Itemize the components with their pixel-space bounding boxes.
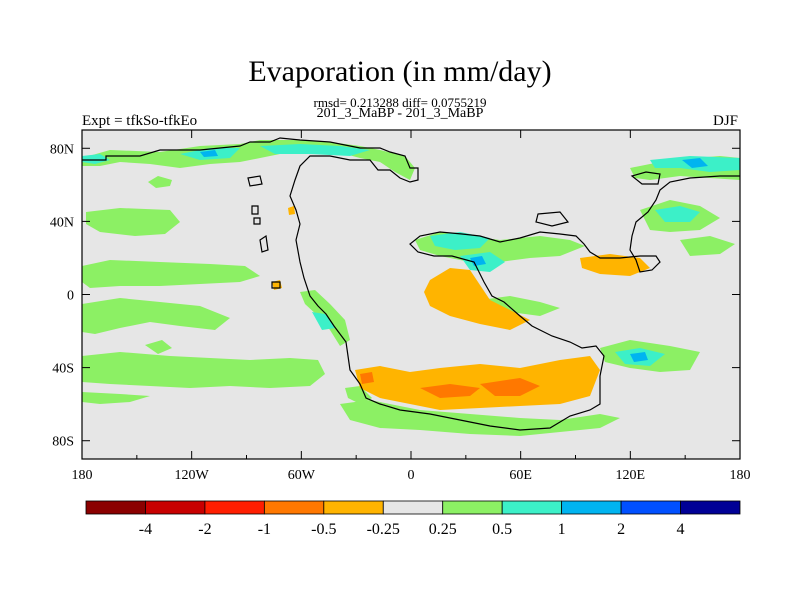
island-2: [253, 217, 261, 225]
x-tick-label: 180: [730, 468, 751, 483]
colorbar-swatch: [145, 500, 206, 515]
negative-mid-fields: [360, 372, 540, 398]
colorbar-label: -1: [258, 521, 271, 538]
north-atlantic-patch: [148, 176, 172, 188]
south-america-coast-2: [345, 386, 372, 404]
south-orange-2: [480, 378, 540, 396]
colorbar-label: 0.5: [492, 521, 512, 538]
tropical-band-west: [82, 260, 260, 288]
south-atlantic-orange: [355, 356, 600, 410]
chart-subtitle: rmsd= 0.213288 diff= 0.0755219: [313, 95, 487, 110]
atlantic-blue: [470, 256, 486, 266]
x-tick-label: 120E: [616, 468, 646, 483]
atlantic-cyan: [430, 232, 490, 250]
island-1: [251, 205, 259, 215]
x-tick-label: 60W: [288, 468, 316, 483]
experiment-label: Expt = tfkSo-tfkEo: [82, 113, 198, 129]
coast-cyan: [312, 312, 335, 330]
southern-band-west: [82, 352, 325, 388]
plot-area: [81, 129, 741, 460]
colorbar-swatch: [680, 500, 741, 515]
southern-ocean-band: [340, 400, 620, 436]
colorbar-swatch: [442, 500, 503, 515]
colorbar-label: -4: [139, 521, 152, 538]
colorbar-swatch: [501, 500, 563, 515]
y-axis: 80N 40N 0 40S 80S: [50, 142, 740, 450]
arctic-coast: [82, 137, 740, 431]
north-asia-coast: [630, 171, 661, 185]
asia-pacific-band-2: [680, 236, 735, 256]
colorbar-swatch: [561, 500, 622, 515]
y-tick-label: 0: [67, 289, 74, 304]
chart-comparison: 201_3_MaBP - 201_3_MaBP: [316, 106, 484, 121]
asia-cyan: [655, 206, 700, 222]
australia-blue: [630, 352, 648, 362]
anomaly-fields: [82, 140, 740, 436]
south-orange-1: [420, 384, 480, 398]
colorbar-label: 1: [558, 521, 566, 538]
atlantic-orange: [424, 268, 530, 330]
x-tick-label: 60E: [509, 468, 532, 483]
colorbar-swatch: [323, 500, 384, 515]
x-axis: 180 120W 60W 0 60E 120E 180: [72, 130, 751, 483]
colorbar-label: 4: [677, 521, 685, 538]
negative-low-fields: [272, 206, 650, 410]
chart-title: Evaporation (in mm/day): [248, 55, 552, 88]
x-tick-label: 0: [408, 468, 415, 483]
south-orange-3: [360, 372, 374, 384]
pacific-orange: [580, 254, 650, 276]
colorbar: -4 -2 -1 -0.5 -0.25 0.25 0.5 1 2 4: [85, 500, 741, 538]
coast-detail: [259, 234, 269, 253]
colorbar-label: 0.25: [429, 521, 457, 538]
colorbar-swatch: [85, 500, 146, 515]
island-3: [271, 281, 281, 289]
positive-mid-fields: [82, 144, 740, 366]
season-label: DJF: [712, 113, 738, 129]
colorbar-swatch: [382, 500, 444, 515]
tropical-band-west-2: [82, 298, 230, 334]
arctic-blue: [200, 150, 218, 157]
arctic-cyan-1: [82, 154, 110, 164]
small-south-patch: [145, 340, 172, 354]
y-tick-label: 40S: [52, 362, 74, 377]
colorbar-swatch: [620, 500, 681, 515]
y-tick-label: 80N: [50, 142, 74, 157]
colorbar-label: -0.5: [311, 521, 336, 538]
positive-high-fields: [200, 150, 708, 362]
north-pacific-band: [86, 208, 180, 236]
south-pacific-strip: [82, 392, 150, 404]
x-tick-label: 120W: [175, 468, 210, 483]
small-orange-2: [288, 206, 295, 215]
arctic-cyan-3: [260, 144, 370, 156]
greenland-coast: [247, 175, 263, 187]
y-tick-label: 80S: [52, 435, 74, 450]
x-tick-label: 180: [72, 468, 93, 483]
coastlines: [82, 137, 740, 431]
colorbar-label: -2: [198, 521, 211, 538]
colorbar-label: 2: [617, 521, 625, 538]
asia-blue: [682, 158, 708, 168]
colorbar-label: -0.25: [367, 521, 400, 538]
colorbar-swatch: [263, 500, 325, 515]
indian-ocean-green: [480, 296, 560, 316]
colorbar-swatch: [204, 500, 265, 515]
europe-block: [535, 211, 570, 227]
y-tick-label: 40N: [50, 215, 74, 230]
